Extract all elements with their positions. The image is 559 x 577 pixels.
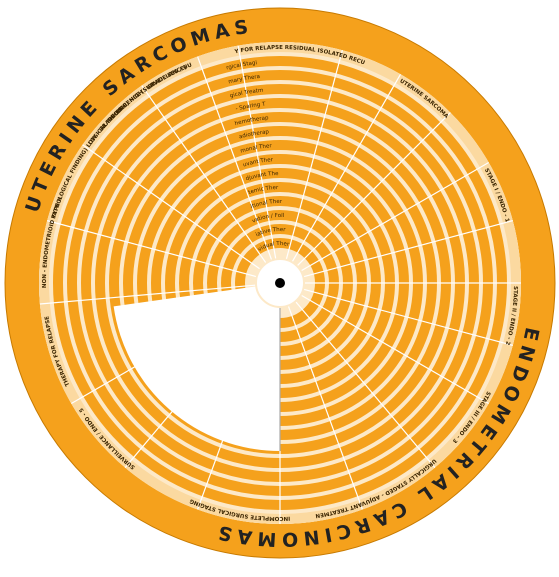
- sector-divider: [296, 112, 451, 267]
- sector-divider: [287, 305, 363, 510]
- sector-divider: [197, 56, 273, 261]
- sector-divider: [82, 144, 261, 270]
- sector-divider: [285, 50, 343, 260]
- sector-divider: [291, 73, 402, 263]
- center-pin: [275, 278, 285, 288]
- sector-divider: [300, 161, 490, 272]
- sector-divider: [237, 45, 277, 260]
- sector-divider: [39, 284, 257, 305]
- sector-divider: [47, 220, 257, 278]
- sector-divider: [300, 294, 490, 405]
- outer-edge: [4, 7, 556, 559]
- outer-band: [5, 8, 555, 558]
- wedge-cutout: [113, 283, 280, 451]
- sector-divider: [303, 220, 513, 278]
- sector-divider: [294, 300, 436, 469]
- sector-divider: [303, 288, 513, 346]
- sector-divider: [141, 85, 267, 264]
